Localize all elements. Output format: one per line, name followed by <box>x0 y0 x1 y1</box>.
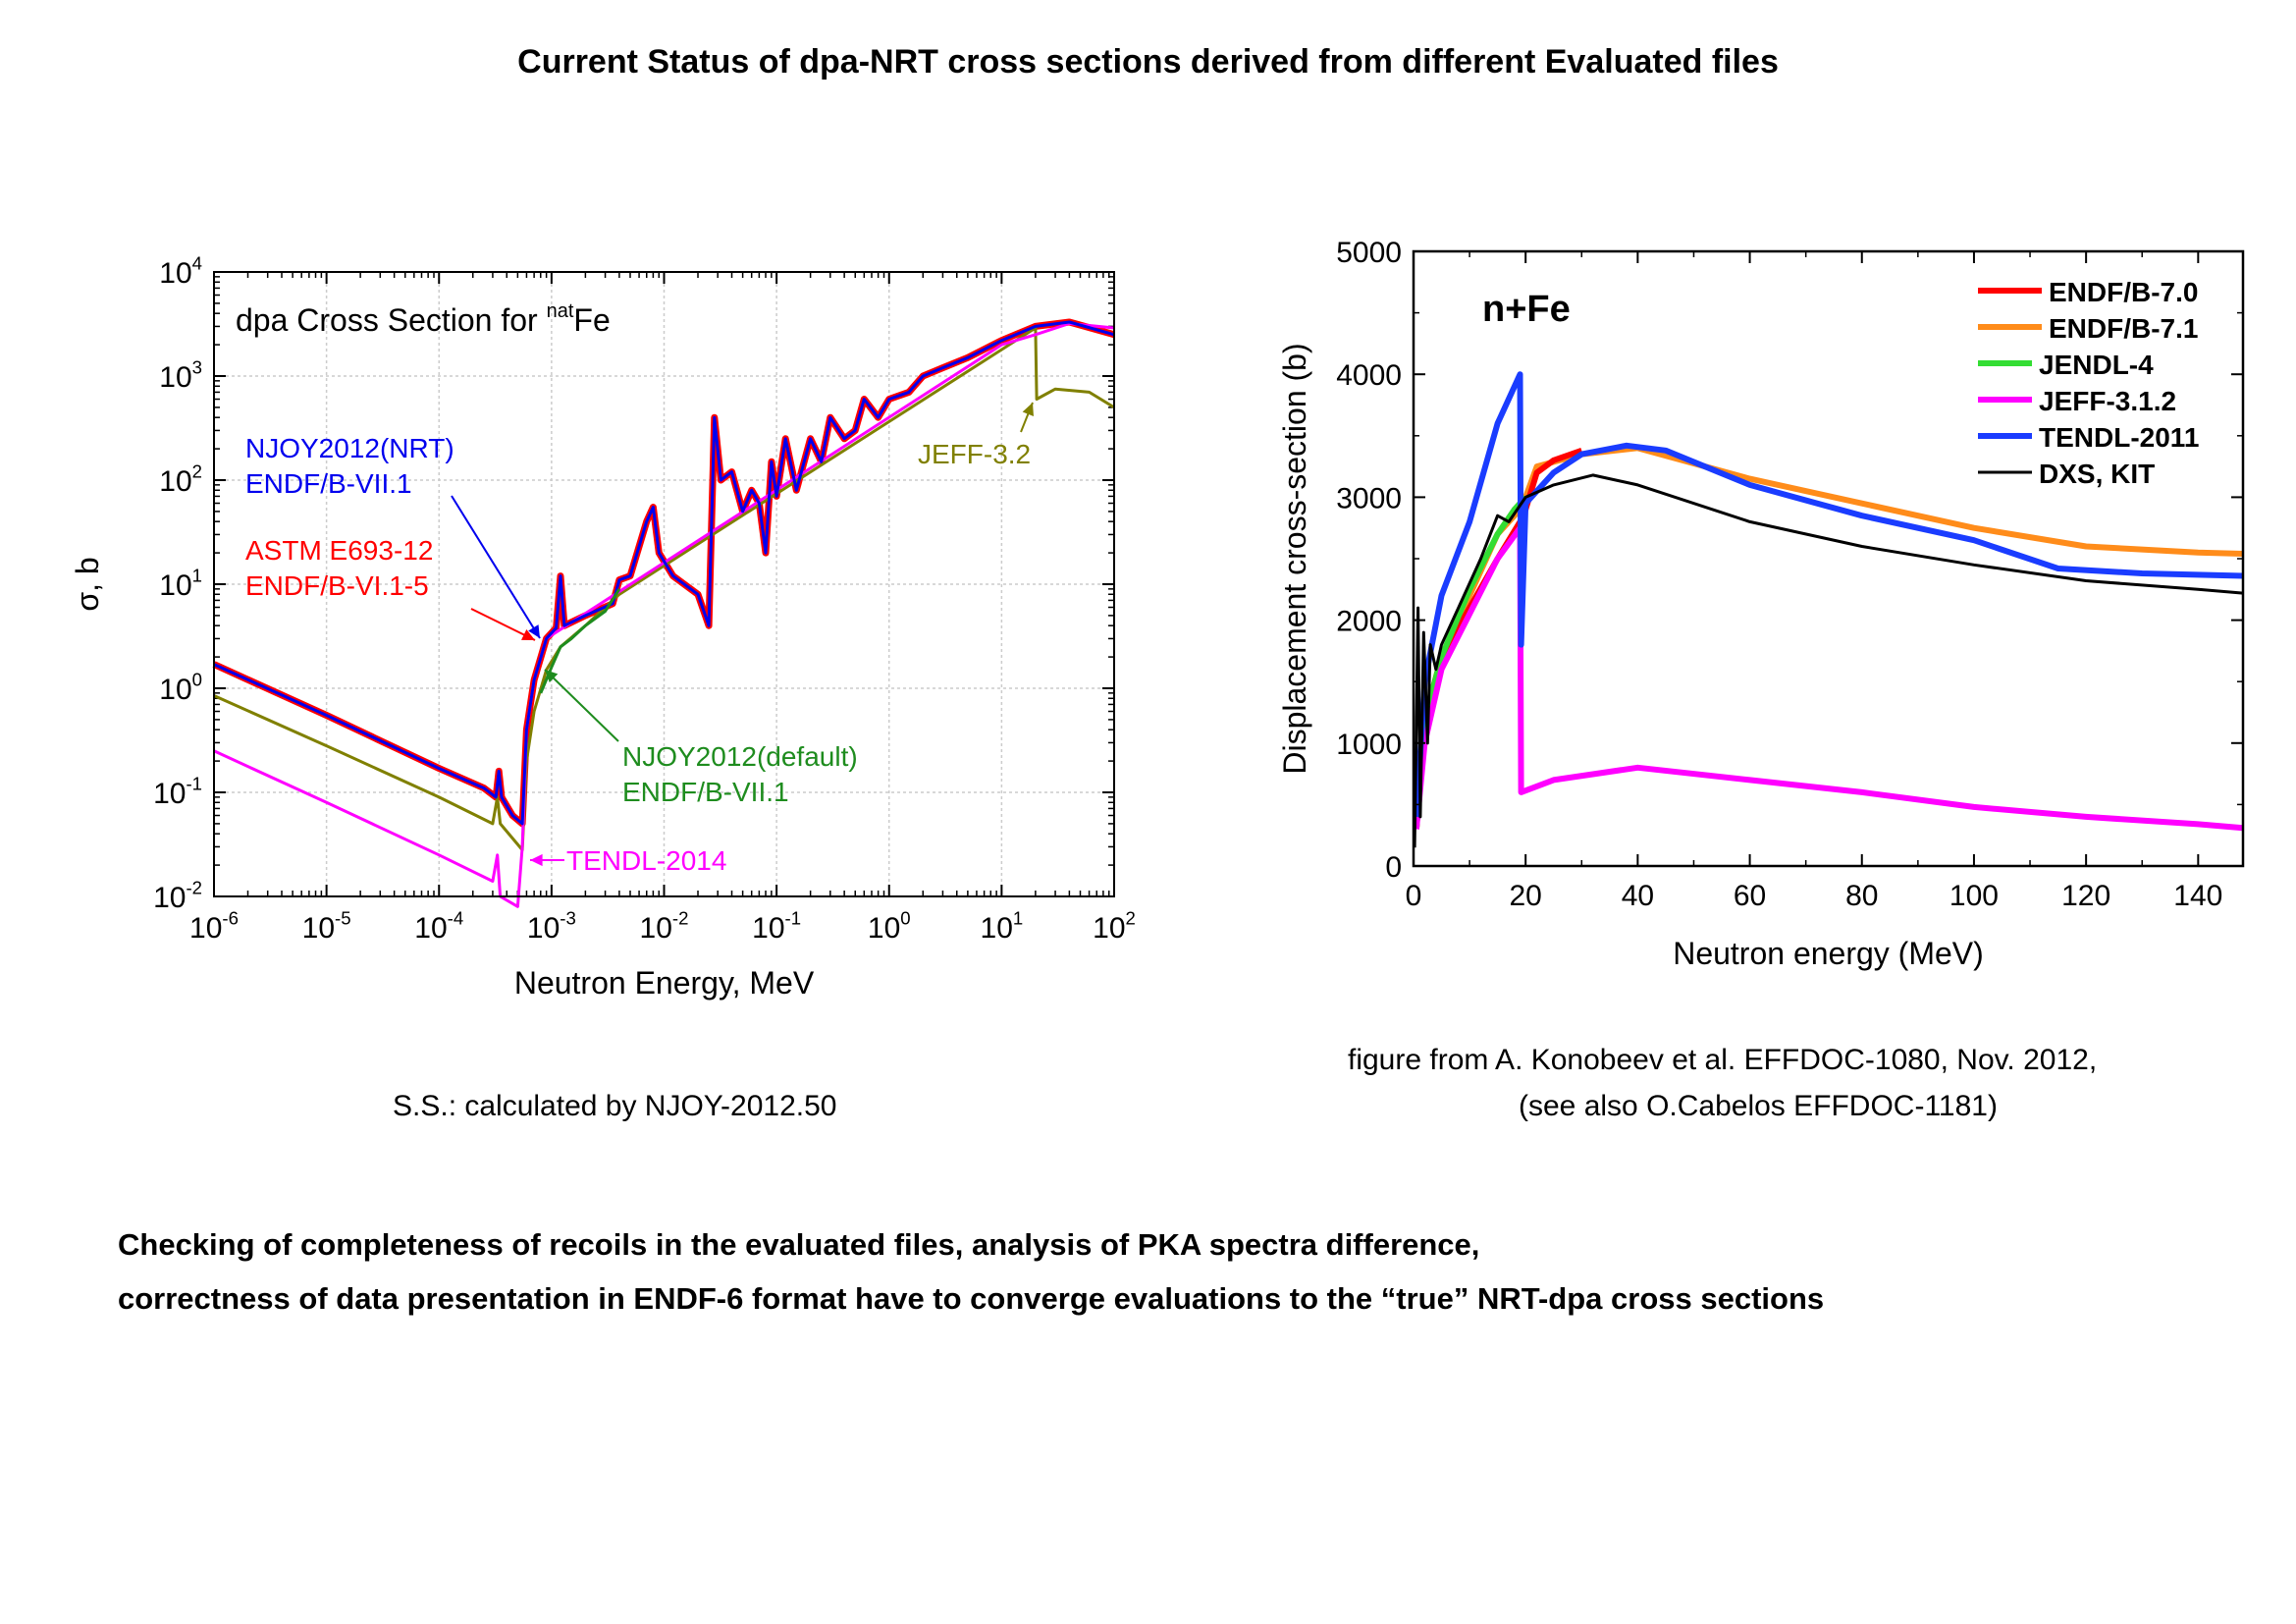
x-tick-label: 102 <box>1093 908 1136 946</box>
x-tick-label: 10-6 <box>189 908 239 946</box>
left-caption: S.S.: calculated by NJOY-2012.50 <box>393 1090 837 1122</box>
bottom-text-line1: Checking of completeness of recoils in t… <box>118 1227 1480 1262</box>
bottom-text-line2: correctness of data presentation in ENDF… <box>118 1281 1825 1316</box>
series-line <box>213 322 1115 908</box>
right-caption-line1: figure from A. Konobeev et al. EFFDOC-10… <box>1348 1044 2098 1076</box>
annotation-label: ENDF/B-VI.1-5 <box>245 570 429 601</box>
y-tick-label: 100 <box>159 670 202 707</box>
x-tick-label: 10-3 <box>527 908 576 946</box>
annotation-label: ENDF/B-VII.1 <box>245 468 412 499</box>
x-tick-label: 10-2 <box>640 908 689 946</box>
right-caption-line2: (see also O.Cabelos EFFDOC-1181) <box>1519 1090 1998 1122</box>
series-line <box>213 320 1115 826</box>
x-tick-label: 10-4 <box>414 908 463 946</box>
annotation-arrowhead <box>528 624 540 638</box>
y-tick-label: 102 <box>159 461 202 499</box>
annotation-label: ASTM E693-12 <box>245 535 433 566</box>
annotation-label: JEFF-3.2 <box>918 439 1031 469</box>
x-tick-label: 10-5 <box>302 908 351 946</box>
x-tick-label: 100 <box>868 908 911 946</box>
y-tick-label: 10-1 <box>153 774 202 811</box>
annotation-arrow <box>451 495 541 639</box>
y-tick-label: 104 <box>159 253 202 291</box>
annotation-arrowhead <box>530 853 543 867</box>
chart-title: dpa Cross Section for natFe <box>236 300 611 338</box>
annotation-label: NJOY2012(NRT) <box>245 433 454 463</box>
annotation-arrowhead <box>521 628 535 640</box>
annotation-label: NJOY2012(default) <box>622 741 858 772</box>
series-line <box>539 588 621 694</box>
x-tick-label: 101 <box>981 908 1024 946</box>
annotation-label: ENDF/B-VII.1 <box>622 777 789 807</box>
y-axis-label: σ, b <box>70 557 105 611</box>
y-tick-label: 101 <box>159 566 202 603</box>
x-axis-label: Neutron Energy, MeV <box>514 965 815 1001</box>
annotation-label: TENDL-2014 <box>566 845 726 876</box>
y-tick-label: 103 <box>159 357 202 395</box>
annotation-arrow <box>544 669 619 742</box>
x-tick-label: 10-1 <box>752 908 801 946</box>
annotation-arrowhead <box>1022 403 1034 416</box>
annotation-arrowhead <box>545 670 559 683</box>
y-tick-label: 10-2 <box>153 878 202 915</box>
slide-title: Current Status of dpa-NRT cross sections… <box>517 43 1779 81</box>
